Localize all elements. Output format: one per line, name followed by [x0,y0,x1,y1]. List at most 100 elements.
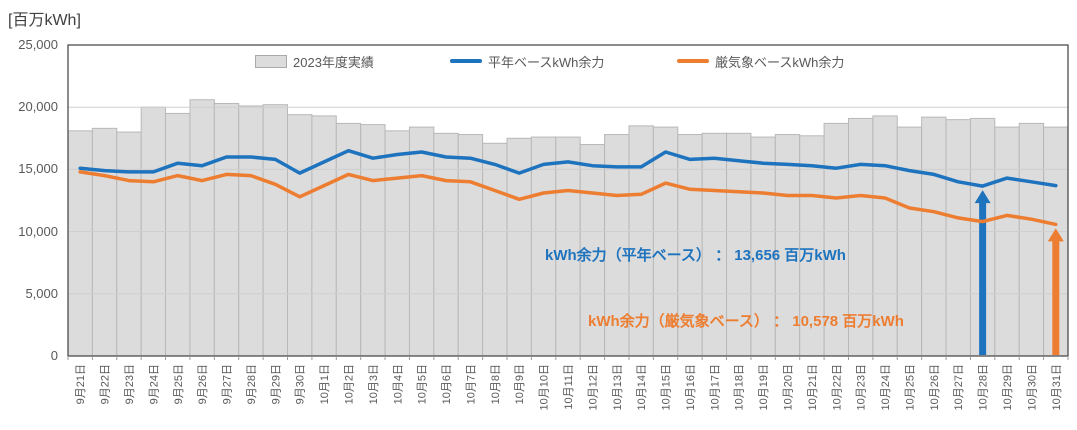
bar [311,115,337,357]
bar [774,134,801,357]
x-axis-tick-label: 10月14日 [636,364,648,410]
x-axis-tick-label: 10月1日 [319,364,331,404]
bar [335,122,362,357]
legend-item-severe-base: 厳気象ベースkWh余力 [677,53,845,70]
annotation-normal-base-value: kWh余力（平年ベース） ： 13,656 百万kWh [545,247,846,264]
bar [994,126,1020,357]
x-axis-tick-label: 10月6日 [441,364,453,404]
bar [750,136,776,357]
arrow-blue [974,190,991,355]
x-axis-tick-label: 10月31日 [1051,364,1063,410]
y-axis-tick-label: 25,000 [18,37,58,52]
line-normal-base [78,148,1058,188]
x-axis-tick-label: 10月21日 [807,364,819,410]
bar [213,102,240,357]
legend-orange-line-swatch [677,59,709,63]
x-axis-tick-label: 9月21日 [75,364,87,404]
y-axis-tick-label: 5,000 [25,285,58,301]
legend-bar-swatch [255,54,287,68]
x-axis-tick-label: 10月2日 [344,364,356,404]
y-axis-tick-label: 15,000 [18,161,58,177]
legend-blue-line-swatch [450,59,482,63]
bar [408,126,435,357]
bar [360,124,386,357]
x-axis-tick-label: 10月4日 [392,364,404,404]
x-axis-tick-label: 10月20日 [783,364,795,410]
x-axis-tick-label: 10月26日 [929,364,941,410]
bar [604,134,630,357]
x-axis-tick-label: 10月13日 [612,364,624,410]
x-axis-tick-label: 10月18日 [734,364,746,410]
y-axis-tick-label: 20,000 [18,99,58,115]
bar [384,130,410,357]
x-axis-tick-label: 10月9日 [514,364,526,404]
x-axis-tick-label: 10月30日 [1026,364,1038,410]
x-axis-tick-label: 9月30日 [295,364,307,404]
legend-bar-label: 2023年度実績 [293,54,374,70]
x-axis-tick-label: 10月12日 [587,364,599,410]
bar [262,104,289,357]
x-axis-tick-label: 9月27日 [222,364,234,404]
bar [1018,122,1045,357]
arrow-orange [1047,228,1064,355]
line-severe-base [78,170,1058,227]
bar-series-2023-actual [67,99,1069,357]
x-axis-tick-label: 10月16日 [685,364,697,410]
bar [652,126,679,357]
x-axis-tick-label: 9月26日 [197,364,209,404]
bar [91,127,118,357]
x-axis-tick-label: 9月22日 [100,364,112,404]
bar [165,112,191,357]
bar [823,122,849,357]
x-axis-tick-label: 10月29日 [1002,364,1014,410]
bar [433,132,459,357]
x-axis-tick-label: 10月22日 [831,364,843,410]
bar [677,134,703,357]
bar [238,105,264,357]
bar [530,136,557,357]
legend-blue-label: 平年ベースkWh余力 [488,54,605,70]
plot-border [67,44,1069,357]
x-axis-tick-label: 9月28日 [246,364,258,404]
x-axis-tick-label: 10月27日 [953,364,965,410]
x-axis-tick-label: 10月19日 [758,364,770,410]
bar [921,116,947,357]
x-axis-ticks [67,356,1069,360]
bar [189,99,215,357]
bar [701,132,728,357]
x-axis-tick-label: 10月17日 [709,364,721,410]
x-axis-tick-label: 10月8日 [490,364,502,404]
legend-orange-label: 厳気象ベースkWh余力 [715,54,845,70]
bar [945,119,971,357]
legend-item-normal-base: 平年ベースkWh余力 [450,53,605,70]
x-axis-tick-label: 9月24日 [148,364,160,404]
x-axis-tick-label: 10月11日 [563,364,575,410]
x-axis-tick-label: 9月25日 [173,364,185,404]
bar [896,126,923,357]
x-axis-labels: 9月21日 9月22日 9月23日 9月24日 9月25日 9月26日 9月27日 9月28日… [75,364,1063,410]
x-axis-tick-label: 10月15日 [661,364,673,410]
x-axis-tick-label: 10月24日 [880,364,892,410]
x-axis-tick-label: 10月23日 [856,364,868,410]
x-axis-tick-label: 10月25日 [905,364,917,410]
x-axis-tick-label: 10月28日 [978,364,990,410]
x-axis-tick-label: 10月10日 [539,364,551,410]
bar [67,130,93,357]
y-axis-unit-title: [百万kWh] [8,12,81,29]
x-axis-tick-label: 10月3日 [368,364,380,404]
x-axis-tick-label: 10月7日 [465,364,477,404]
bar [287,114,313,357]
bar [579,144,606,357]
legend-item-actual: 2023年度実績 [255,53,374,70]
y-axis-tick-label: 0 [50,348,58,363]
y-axis-tick-label: 10,000 [18,223,58,239]
bar [457,134,484,357]
x-axis-tick-label: 9月23日 [124,364,136,404]
bar [482,142,508,357]
x-axis-tick-label: 10月5日 [417,364,429,404]
x-axis-tick-label: 9月29日 [270,364,282,404]
bar [116,131,142,357]
bar [872,115,898,357]
